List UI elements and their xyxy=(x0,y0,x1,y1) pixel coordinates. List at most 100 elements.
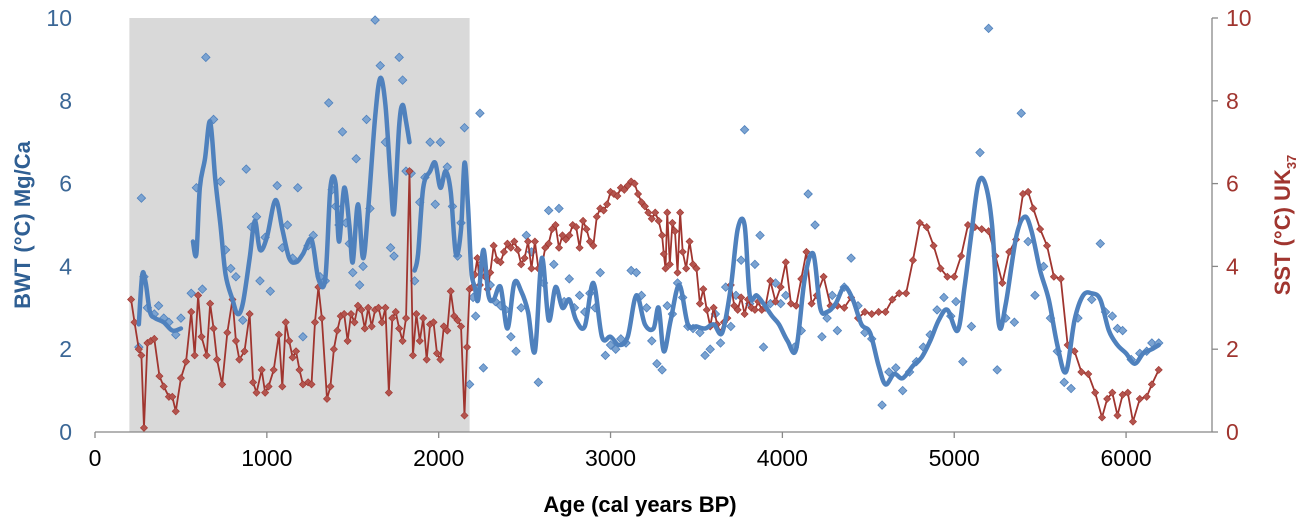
sst-point xyxy=(874,307,883,316)
bwt-point xyxy=(298,332,308,342)
sst-point xyxy=(381,303,390,312)
bwt-point xyxy=(657,365,667,375)
sst-point xyxy=(554,243,564,252)
bwt-point xyxy=(715,338,726,348)
sst-point xyxy=(506,243,515,252)
bwt-point xyxy=(521,230,532,241)
sst-point xyxy=(1142,392,1151,401)
sst-point xyxy=(630,179,639,188)
sst-point xyxy=(1103,394,1112,403)
sst-point xyxy=(333,326,342,335)
bwt-point xyxy=(475,108,485,118)
sst-point xyxy=(388,314,397,323)
bwt-point xyxy=(652,358,662,369)
bwt-point xyxy=(781,290,791,301)
bwt-point xyxy=(832,325,843,336)
sst-point xyxy=(137,351,146,360)
sst-point xyxy=(786,299,796,308)
sst-point xyxy=(223,328,232,337)
sst-point xyxy=(274,330,283,339)
sst-point xyxy=(943,272,952,281)
bwt-point xyxy=(549,259,559,270)
bwt-point xyxy=(430,199,441,210)
bwt-point xyxy=(370,15,380,25)
sst-point xyxy=(640,202,649,211)
bwt-point xyxy=(186,288,196,299)
right-tick-label: 8 xyxy=(1226,88,1239,114)
sst-point xyxy=(436,355,445,364)
sst-point xyxy=(668,218,677,227)
sst-point xyxy=(384,388,393,397)
sst-point xyxy=(661,264,670,273)
right-tick-label: 4 xyxy=(1226,253,1239,279)
sst-point xyxy=(453,316,462,325)
sst-point xyxy=(182,357,191,366)
sst-point xyxy=(171,407,180,416)
sst-point xyxy=(295,365,304,374)
sst-point xyxy=(665,260,674,269)
sst-point xyxy=(1049,272,1058,281)
bwt-point xyxy=(176,313,186,323)
bwt-point xyxy=(803,189,813,199)
bwt-point xyxy=(1095,238,1106,249)
sst-point xyxy=(575,243,584,252)
bwt-point xyxy=(1059,377,1069,388)
sst-point xyxy=(176,374,185,383)
sst-point xyxy=(678,247,687,256)
sst-point xyxy=(367,322,376,331)
sst-point xyxy=(510,237,519,246)
sst-point xyxy=(692,264,701,273)
sst-point xyxy=(747,303,756,312)
sst-point xyxy=(709,303,718,312)
sst-point xyxy=(606,187,615,196)
bwt-point xyxy=(758,342,769,352)
bwt-point xyxy=(610,344,621,354)
bwt-point xyxy=(647,336,657,346)
sst-point xyxy=(187,307,196,316)
bwt-point xyxy=(282,220,293,230)
sst-point xyxy=(1123,388,1132,397)
sst-point xyxy=(929,241,938,250)
sst-point xyxy=(218,380,227,389)
sst-point xyxy=(1091,388,1100,397)
sst-point xyxy=(603,200,612,209)
right-axis-title: SST (°C) UK37 xyxy=(1270,155,1299,296)
bwt-point xyxy=(958,356,968,367)
bwt-point xyxy=(348,267,358,278)
sst-point xyxy=(212,355,222,364)
sst-point xyxy=(551,220,560,230)
bwt-point xyxy=(736,255,746,265)
sst-point xyxy=(168,392,177,401)
sst-point xyxy=(658,231,667,240)
sst-point xyxy=(310,318,319,327)
sst-point xyxy=(391,307,400,316)
sst-point xyxy=(429,318,438,327)
bwt-point xyxy=(464,379,475,390)
sst-point xyxy=(190,351,199,360)
sst-point xyxy=(998,278,1007,287)
bwt-point xyxy=(810,220,820,230)
sst-point xyxy=(819,272,828,281)
bwt-point xyxy=(891,363,901,373)
sst-point xyxy=(737,293,746,302)
right-tick-label: 10 xyxy=(1226,5,1252,31)
bwt-point xyxy=(394,52,404,63)
sst-point xyxy=(395,324,404,333)
sst-point xyxy=(1036,225,1045,234)
bwt-point xyxy=(385,243,396,253)
bwt-smoothed-curve xyxy=(136,269,184,334)
sst-point xyxy=(792,301,801,310)
sst-point xyxy=(840,303,849,312)
axes xyxy=(94,17,1218,438)
sst-point xyxy=(568,220,577,230)
x-tick-label: 4000 xyxy=(757,445,808,471)
bwt-point xyxy=(201,52,211,63)
bwt-point xyxy=(700,350,710,361)
sst-point xyxy=(231,336,240,345)
sst-point xyxy=(269,365,278,374)
sst-point xyxy=(579,216,588,225)
bwt-point xyxy=(1107,311,1118,321)
bwt-point xyxy=(1023,236,1033,247)
bwt-point xyxy=(293,182,303,193)
